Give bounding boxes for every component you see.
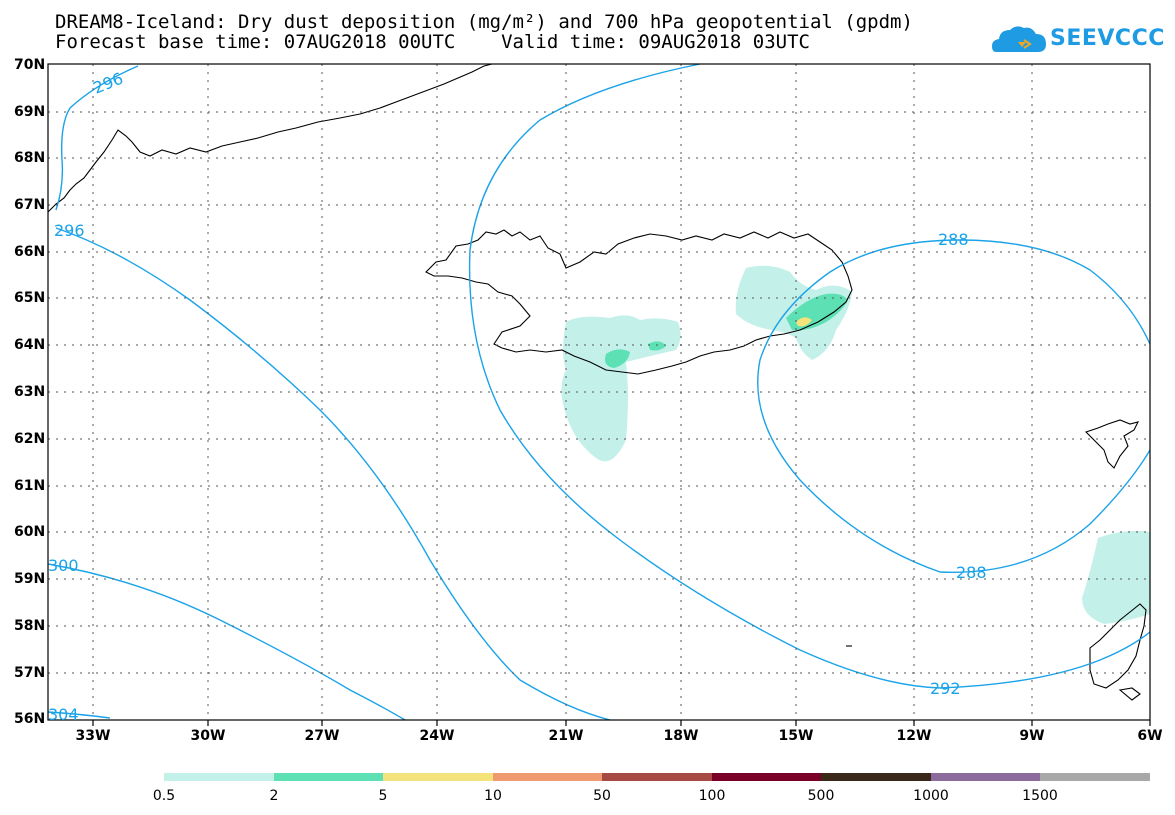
lat-label: 60N (14, 524, 46, 540)
colorbar-swatch (931, 773, 1040, 781)
lon-label: 18W (663, 728, 699, 744)
colorbar-swatch (712, 773, 821, 781)
lat-label: 67N (14, 197, 46, 213)
dust-shading (561, 265, 1150, 624)
colorbar-label: 5 (378, 788, 388, 804)
colorbar-label: 100 (698, 788, 726, 804)
colorbar-label: 1000 (913, 788, 949, 804)
colorbar-label: 10 (484, 788, 502, 804)
colorbar-swatch (602, 773, 712, 781)
lat-label: 64N (14, 337, 46, 353)
lat-label: 62N (14, 431, 46, 447)
cloud-logo-icon (992, 26, 1046, 52)
contour-label: 304 (48, 705, 79, 724)
contour-label: 296 (90, 69, 125, 98)
contour-label: 288 (956, 563, 987, 582)
colorbar-label: 50 (593, 788, 611, 804)
colorbar-swatch (493, 773, 602, 781)
lat-label: 63N (14, 384, 46, 400)
lat-label: 65N (14, 290, 46, 306)
logo-text: SEEVCCC (1050, 26, 1165, 51)
graticule (48, 64, 1150, 720)
lon-label: 21W (548, 728, 584, 744)
colorbar-label: 500 (807, 788, 835, 804)
lat-label: 68N (14, 150, 46, 166)
lon-label: 15W (778, 728, 814, 744)
lon-label: 9W (1019, 728, 1045, 744)
map-frame (47, 63, 1151, 721)
lat-label: 61N (14, 478, 46, 494)
colorbar-swatch (1040, 773, 1150, 781)
lon-label: 12W (896, 728, 932, 744)
lat-label: 70N (14, 57, 46, 73)
lat-label: 59N (14, 571, 46, 587)
lon-label: 24W (419, 728, 455, 744)
contour-label: 292 (930, 679, 961, 698)
colorbar-swatch (383, 773, 493, 781)
contour-label: 300 (48, 556, 79, 575)
colorbar-label: 0.5 (152, 788, 176, 804)
contour-label: 296 (54, 221, 85, 240)
lat-label: 57N (14, 665, 46, 681)
lat-label: 66N (14, 244, 46, 260)
contour-label: 288 (938, 230, 969, 249)
colorbar-swatch (274, 773, 383, 781)
colorbar-swatch (821, 773, 931, 781)
colorbar-swatch (164, 773, 274, 781)
geopotential-contours (47, 63, 1151, 721)
lon-label: 6W (1137, 728, 1163, 744)
lat-label: 69N (14, 104, 46, 120)
colorbar-label: 2 (269, 788, 279, 804)
map-title: DREAM8-Iceland: Dry dust deposition (mg/… (55, 11, 913, 33)
colorbar-label: 1500 (1022, 788, 1058, 804)
lon-label: 27W (304, 728, 340, 744)
lon-label: 33W (75, 728, 111, 744)
map-subtitle: Forecast base time: 07AUG2018 00UTC Vali… (55, 31, 810, 53)
lon-label: 30W (190, 728, 226, 744)
lat-label: 56N (14, 711, 46, 727)
lat-label: 58N (14, 618, 46, 634)
